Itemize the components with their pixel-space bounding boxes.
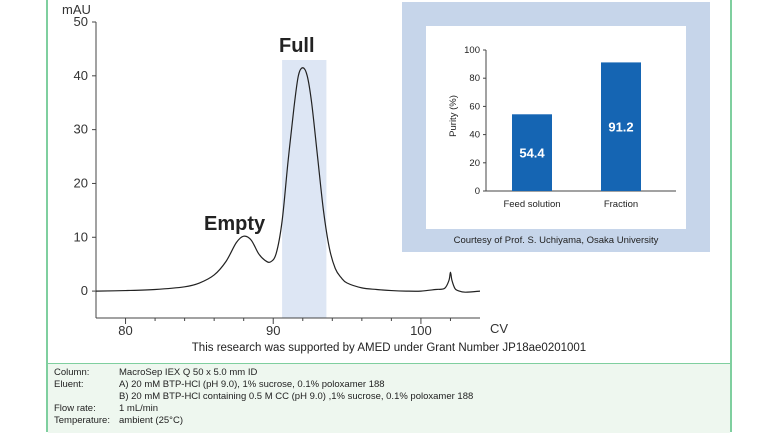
x-tick-label: 80: [118, 323, 132, 338]
empty-peak-label: Empty: [204, 213, 266, 235]
full-peak-highlight: [282, 60, 327, 318]
condition-label: Eluent:: [54, 379, 84, 390]
x-tick-label: 90: [266, 323, 280, 338]
purity-y-tick-label: 0: [475, 186, 480, 197]
purity-y-tick-label: 20: [469, 158, 480, 169]
condition-row: B) 20 mM BTP-HCl containing 0.5 M CC (pH…: [54, 391, 473, 402]
y-tick-label: 50: [74, 14, 88, 29]
x-tick-label: 100: [410, 323, 432, 338]
y-axis-unit: mAU: [62, 2, 91, 17]
condition-label: Temperature:: [54, 415, 110, 426]
support-note: This research was supported by AMED unde…: [191, 342, 587, 354]
condition-value: B) 20 mM BTP-HCl containing 0.5 M CC (pH…: [119, 391, 474, 402]
condition-row: Temperature: ambient (25°C): [54, 415, 183, 426]
purity-axes: 0 20 40 60 80 100 Feed solution Fraction: [464, 45, 676, 210]
purity-y-tick-label: 40: [469, 130, 480, 141]
purity-inset-panel: 0 20 40 60 80 100 Feed solution Fraction 54.4 9…: [402, 2, 710, 252]
chromatogram-axes: 0 10 20 30 40 50 80 90 100: [74, 14, 480, 338]
purity-plot-area: 0 20 40 60 80 100 Feed solution Fraction 54.4 9…: [426, 26, 686, 229]
full-peak-label: Full: [279, 35, 315, 57]
condition-row: Flow rate: 1 mL/min: [54, 403, 158, 414]
purity-y-axis-label: Purity (%): [448, 95, 459, 137]
condition-value: ambient (25°C): [119, 415, 183, 426]
purity-y-tick-label: 80: [469, 73, 480, 84]
condition-value: A) 20 mM BTP-HCl (pH 9.0), 1% sucrose, 0…: [119, 379, 385, 390]
purity-bars: [512, 62, 641, 191]
condition-label: Column:: [54, 367, 90, 378]
y-tick-label: 20: [74, 175, 88, 190]
conditions-panel: Column: MacroSep IEX Q 50 x 5.0 mm ID Elu…: [48, 363, 730, 433]
condition-row: Eluent: A) 20 mM BTP-HCl (pH 9.0), 1% suc…: [54, 379, 385, 390]
condition-value: MacroSep IEX Q 50 x 5.0 mm ID: [119, 367, 258, 378]
purity-category-label: Feed solution: [503, 199, 560, 210]
purity-y-tick-label: 100: [464, 45, 480, 56]
purity-y-tick-label: 60: [469, 101, 480, 112]
bar-value-label-fraction: 91.2: [608, 120, 633, 135]
x-axis-unit: CV: [490, 321, 508, 336]
condition-row: Column: MacroSep IEX Q 50 x 5.0 mm ID: [54, 367, 257, 378]
frame-left-border: [46, 0, 48, 432]
condition-label: Flow rate:: [54, 403, 96, 414]
purity-category-label: Fraction: [604, 199, 638, 210]
purity-bar-1: [601, 62, 641, 191]
frame-right-border: [730, 0, 732, 432]
purity-bar-chart: 0 20 40 60 80 100 Feed solution Fraction 54.4 9…: [448, 45, 676, 210]
y-tick-label: 10: [74, 229, 88, 244]
chromatogram-trace: [95, 67, 481, 293]
y-tick-label: 30: [74, 122, 88, 137]
y-tick-label: 0: [81, 283, 88, 298]
bar-value-label-feed: 54.4: [519, 146, 545, 161]
purity-bar-0: [512, 114, 552, 191]
y-tick-label: 40: [74, 68, 88, 83]
condition-value: 1 mL/min: [119, 403, 159, 414]
inset-credit: Courtesy of Prof. S. Uchiyama, Osaka Uni…: [453, 235, 659, 246]
